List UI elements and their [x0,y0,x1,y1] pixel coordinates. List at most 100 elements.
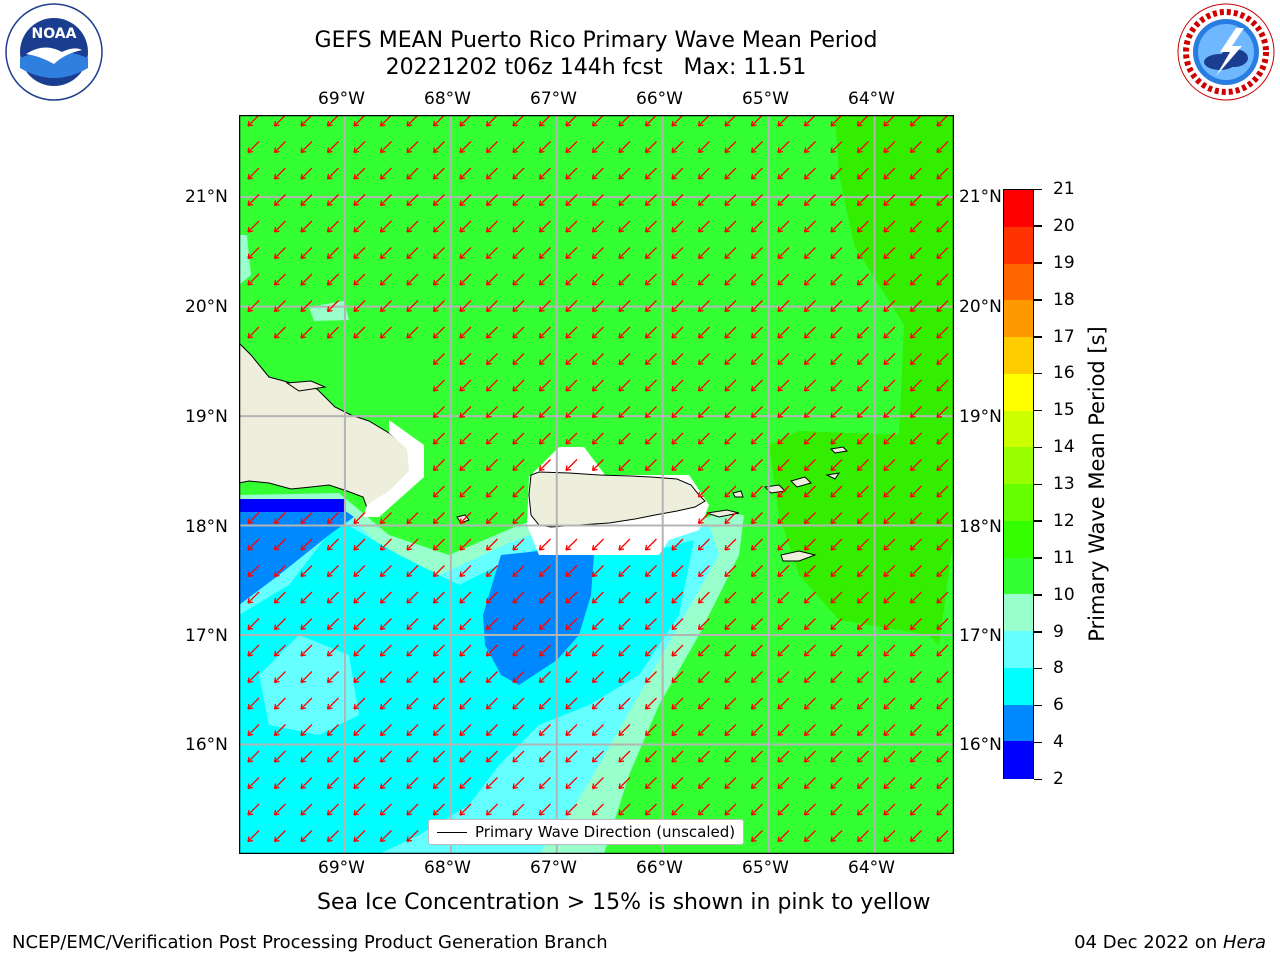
wave-direction-arrow [591,220,604,233]
wave-direction-arrow [618,432,631,445]
colorbar-band [1004,631,1033,669]
wave-direction-arrow [724,538,737,551]
wave-direction-arrow [591,300,604,313]
wave-direction-arrow [326,194,339,207]
wave-direction-arrow [273,326,286,339]
wave-direction-arrow [830,644,843,657]
wave-direction-arrow [724,167,737,180]
wave-direction-arrow [300,671,313,684]
wave-direction-arrow [777,671,790,684]
wave-direction-arrow [777,644,790,657]
wave-direction-arrow [512,141,525,154]
wave-direction-arrow [803,167,816,180]
wave-direction-arrow [777,432,790,445]
wave-direction-arrow [538,803,551,816]
wave-direction-arrow [591,777,604,790]
wave-direction-arrow [565,459,578,472]
wave-direction-arrow [512,803,525,816]
lat-label-left-18n: 18°N [185,517,228,537]
wave-direction-arrow [591,697,604,710]
wave-direction-arrow [697,167,710,180]
wave-direction-arrow [565,406,578,419]
wave-direction-arrow [591,591,604,604]
wave-direction-arrow [697,459,710,472]
wave-direction-arrow [247,591,260,604]
colorbar-tick-label: 4 [1053,732,1064,753]
wave-direction-arrow [353,777,366,790]
colorbar-tick-mark [1034,631,1042,633]
wave-direction-arrow [538,167,551,180]
wave-direction-arrow [591,379,604,392]
wave-direction-arrow [803,777,816,790]
wave-direction-arrow [406,220,419,233]
wave-direction-arrow [565,326,578,339]
wave-direction-arrow [485,512,498,525]
lat-label-left-20n: 20°N [185,297,228,317]
wave-direction-arrow [697,724,710,737]
wave-direction-arrow [538,697,551,710]
wave-direction-arrow [856,750,869,763]
wave-direction-arrow [644,803,657,816]
wave-direction-arrow [459,485,472,498]
wave-direction-arrow [697,777,710,790]
wave-direction-arrow [432,777,445,790]
wave-direction-arrow [406,750,419,763]
wave-direction-arrow [909,724,922,737]
wave-direction-arrow [830,459,843,472]
wave-direction-arrow [644,671,657,684]
colorbar-band [1004,557,1033,596]
wave-direction-arrow [830,194,843,207]
wave-direction-arrow [803,353,816,366]
wave-direction-arrow [671,300,684,313]
wave-direction-arrow [485,750,498,763]
nws-seal-icon [1177,3,1275,101]
wave-direction-arrow [856,194,869,207]
wave-direction-arrow [777,220,790,233]
wave-direction-arrow [247,830,260,843]
wave-direction-arrow [777,591,790,604]
wave-direction-arrow [883,459,896,472]
colorbar-tick-label: 9 [1053,621,1064,642]
wave-direction-arrow [936,697,949,710]
wave-direction-arrow [909,591,922,604]
wave-direction-arrow [777,512,790,525]
period-4-6-region-central [483,551,594,685]
wave-direction-arrow [512,459,525,472]
wave-direction-arrow [326,618,339,631]
wave-direction-arrow [618,194,631,207]
wave-direction-arrow [750,830,763,843]
wave-direction-arrow [777,830,790,843]
wave-direction-arrow [644,724,657,737]
wave-direction-arrow [591,644,604,657]
wave-direction-arrow [697,671,710,684]
wave-direction-arrow [830,115,843,127]
wave-direction-arrow [353,273,366,286]
wave-direction-arrow [856,379,869,392]
virgin-gorda-island [825,472,841,480]
wave-direction-arrow [538,326,551,339]
wave-direction-arrow [326,538,339,551]
wave-direction-arrow [909,538,922,551]
wave-direction-arrow [247,644,260,657]
wave-direction-arrow [565,618,578,631]
wave-direction-arrow [512,273,525,286]
wave-direction-arrow [406,644,419,657]
wave-direction-arrow [459,115,472,127]
colorbar-tick-label: 8 [1053,658,1064,679]
wave-direction-arrow [909,273,922,286]
wave-direction-arrow [777,459,790,472]
wave-direction-arrow [777,803,790,816]
wave-direction-arrow [512,432,525,445]
wave-direction-arrow [512,194,525,207]
wave-direction-arrow [909,379,922,392]
wave-direction-arrow [353,538,366,551]
wave-direction-arrow [697,644,710,657]
wave-direction-arrow [671,353,684,366]
wave-direction-arrow [803,115,816,127]
wave-direction-arrow [273,671,286,684]
wave-direction-arrow [830,671,843,684]
wave-direction-arrow [724,379,737,392]
wave-direction-arrow [856,485,869,498]
wave-direction-arrow [273,141,286,154]
wave-direction-arrow [406,194,419,207]
